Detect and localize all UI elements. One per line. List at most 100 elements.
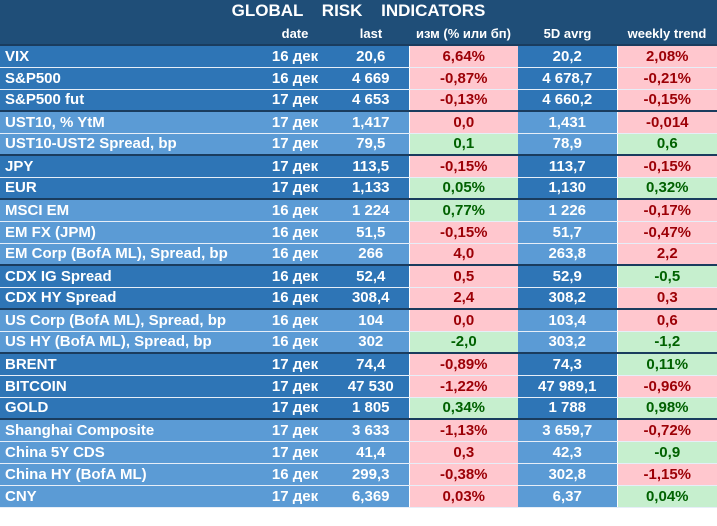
table-row: US HY (BofA ML), Spread, bp 16 дек 302 -2,0… xyxy=(0,331,717,354)
row-weekly-trend: -1,2 xyxy=(616,331,717,354)
row-date: 16 дек xyxy=(257,308,333,332)
row-change: 0,3 xyxy=(408,441,518,464)
row-name: JPY xyxy=(0,154,257,178)
row-5d-avg: 1 226 xyxy=(518,198,617,222)
table-row: JPY 17 дек 113,5 -0,15% 113,7 -0,15% xyxy=(0,154,717,178)
row-weekly-trend: 0,11% xyxy=(616,352,717,376)
row-name: BRENT xyxy=(0,352,257,376)
row-last: 47 530 xyxy=(333,375,409,398)
row-change: 0,77% xyxy=(408,198,518,222)
row-last: 1 224 xyxy=(333,198,409,222)
row-change: 0,03% xyxy=(408,485,518,508)
row-5d-avg: 1,431 xyxy=(518,110,617,134)
row-name: CDX IG Spread xyxy=(0,264,257,288)
row-date: 17 дек xyxy=(257,441,333,464)
row-weekly-trend: 0,04% xyxy=(616,485,717,508)
row-weekly-trend: -0,9 xyxy=(616,441,717,464)
row-date: 17 дек xyxy=(257,177,333,200)
row-weekly-trend: 0,6 xyxy=(616,308,717,332)
header-date: date xyxy=(257,22,333,46)
row-last: 4 669 xyxy=(333,67,409,90)
row-date: 17 дек xyxy=(257,154,333,178)
row-date: 16 дек xyxy=(257,243,333,266)
risk-table: date last изм (% или бп) 5D avrg weekly … xyxy=(0,22,717,508)
row-name: EUR xyxy=(0,177,257,200)
row-change: 0,34% xyxy=(408,397,518,420)
header-row: date last изм (% или бп) 5D avrg weekly … xyxy=(0,22,717,46)
row-change: 0,0 xyxy=(408,110,518,134)
row-name: Shanghai Composite xyxy=(0,418,257,442)
table-row: CDX HY Spread 16 дек 308,4 2,4 308,2 0,3 xyxy=(0,287,717,310)
table-row: CDX IG Spread 16 дек 52,4 0,5 52,9 -0,5 xyxy=(0,264,717,288)
row-5d-avg: 78,9 xyxy=(518,133,617,156)
row-change: 0,0 xyxy=(408,308,518,332)
row-date: 16 дек xyxy=(257,463,333,486)
table-row: GOLD 17 дек 1 805 0,34% 1 788 0,98% xyxy=(0,397,717,420)
row-weekly-trend: -0,014 xyxy=(616,110,717,134)
row-weekly-trend: 2,08% xyxy=(616,44,717,68)
row-last: 52,4 xyxy=(333,264,409,288)
row-5d-avg: 4 678,7 xyxy=(518,67,617,90)
row-date: 17 дек xyxy=(257,110,333,134)
row-change: 0,05% xyxy=(408,177,518,200)
table-row: EM Corp (BofA ML), Spread, bp 16 дек 266 4,… xyxy=(0,243,717,266)
row-5d-avg: 302,8 xyxy=(518,463,617,486)
row-date: 16 дек xyxy=(257,331,333,354)
header-weekly-trend: weekly trend xyxy=(617,22,717,46)
row-name: China 5Y CDS xyxy=(0,441,257,464)
row-last: 4 653 xyxy=(333,89,409,112)
table-row: US Corp (BofA ML), Spread, bp 16 дек 104 0,… xyxy=(0,308,717,332)
row-5d-avg: 263,8 xyxy=(518,243,617,266)
table-row: UST10, % YtM 17 дек 1,417 0,0 1,431 -0,014 xyxy=(0,110,717,134)
row-5d-avg: 308,2 xyxy=(518,287,617,310)
row-last: 1,133 xyxy=(333,177,409,200)
row-change: 0,1 xyxy=(408,133,518,156)
row-last: 113,5 xyxy=(333,154,409,178)
row-date: 17 дек xyxy=(257,89,333,112)
table-row: UST10-UST2 Spread, bp 17 дек 79,5 0,1 78,9 0,… xyxy=(0,133,717,156)
row-date: 17 дек xyxy=(257,352,333,376)
row-weekly-trend: 0,6 xyxy=(616,133,717,156)
row-5d-avg: 6,37 xyxy=(518,485,617,508)
row-last: 266 xyxy=(333,243,409,266)
row-date: 17 дек xyxy=(257,133,333,156)
row-change: -0,15% xyxy=(408,221,518,244)
row-change: 6,64% xyxy=(408,44,518,68)
row-5d-avg: 74,3 xyxy=(518,352,617,376)
row-name: BITCOIN xyxy=(0,375,257,398)
row-last: 74,4 xyxy=(333,352,409,376)
row-last: 79,5 xyxy=(333,133,409,156)
row-name: GOLD xyxy=(0,397,257,420)
row-name: S&P500 fut xyxy=(0,89,257,112)
row-last: 104 xyxy=(333,308,409,332)
row-weekly-trend: -0,72% xyxy=(616,418,717,442)
row-5d-avg: 51,7 xyxy=(518,221,617,244)
table-row: EUR 17 дек 1,133 0,05% 1,130 0,32% xyxy=(0,177,717,200)
row-name: S&P500 xyxy=(0,67,257,90)
row-5d-avg: 1 788 xyxy=(518,397,617,420)
table-row: China HY (BofA ML) 16 дек 299,3 -0,38% 302,8… xyxy=(0,463,717,486)
row-last: 20,6 xyxy=(333,44,409,68)
table-row: Shanghai Composite 17 дек 3 633 -1,13% 3 659… xyxy=(0,418,717,442)
row-weekly-trend: -0,96% xyxy=(616,375,717,398)
header-name xyxy=(0,22,257,46)
row-name: CNY xyxy=(0,485,257,508)
row-5d-avg: 103,4 xyxy=(518,308,617,332)
row-change: -0,38% xyxy=(408,463,518,486)
table-row: CNY 17 дек 6,369 0,03% 6,37 0,04% xyxy=(0,485,717,508)
row-weekly-trend: -0,17% xyxy=(616,198,717,222)
row-date: 16 дек xyxy=(257,287,333,310)
row-change: 2,4 xyxy=(408,287,518,310)
row-last: 51,5 xyxy=(333,221,409,244)
table-row: China 5Y CDS 17 дек 41,4 0,3 42,3 -0,9 xyxy=(0,441,717,464)
row-date: 16 дек xyxy=(257,221,333,244)
row-date: 17 дек xyxy=(257,418,333,442)
row-date: 16 дек xyxy=(257,67,333,90)
row-change: -0,89% xyxy=(408,352,518,376)
row-date: 17 дек xyxy=(257,485,333,508)
row-weekly-trend: 0,98% xyxy=(616,397,717,420)
row-name: CDX HY Spread xyxy=(0,287,257,310)
row-weekly-trend: -0,15% xyxy=(616,89,717,112)
row-name: VIX xyxy=(0,44,257,68)
row-weekly-trend: -0,21% xyxy=(616,67,717,90)
